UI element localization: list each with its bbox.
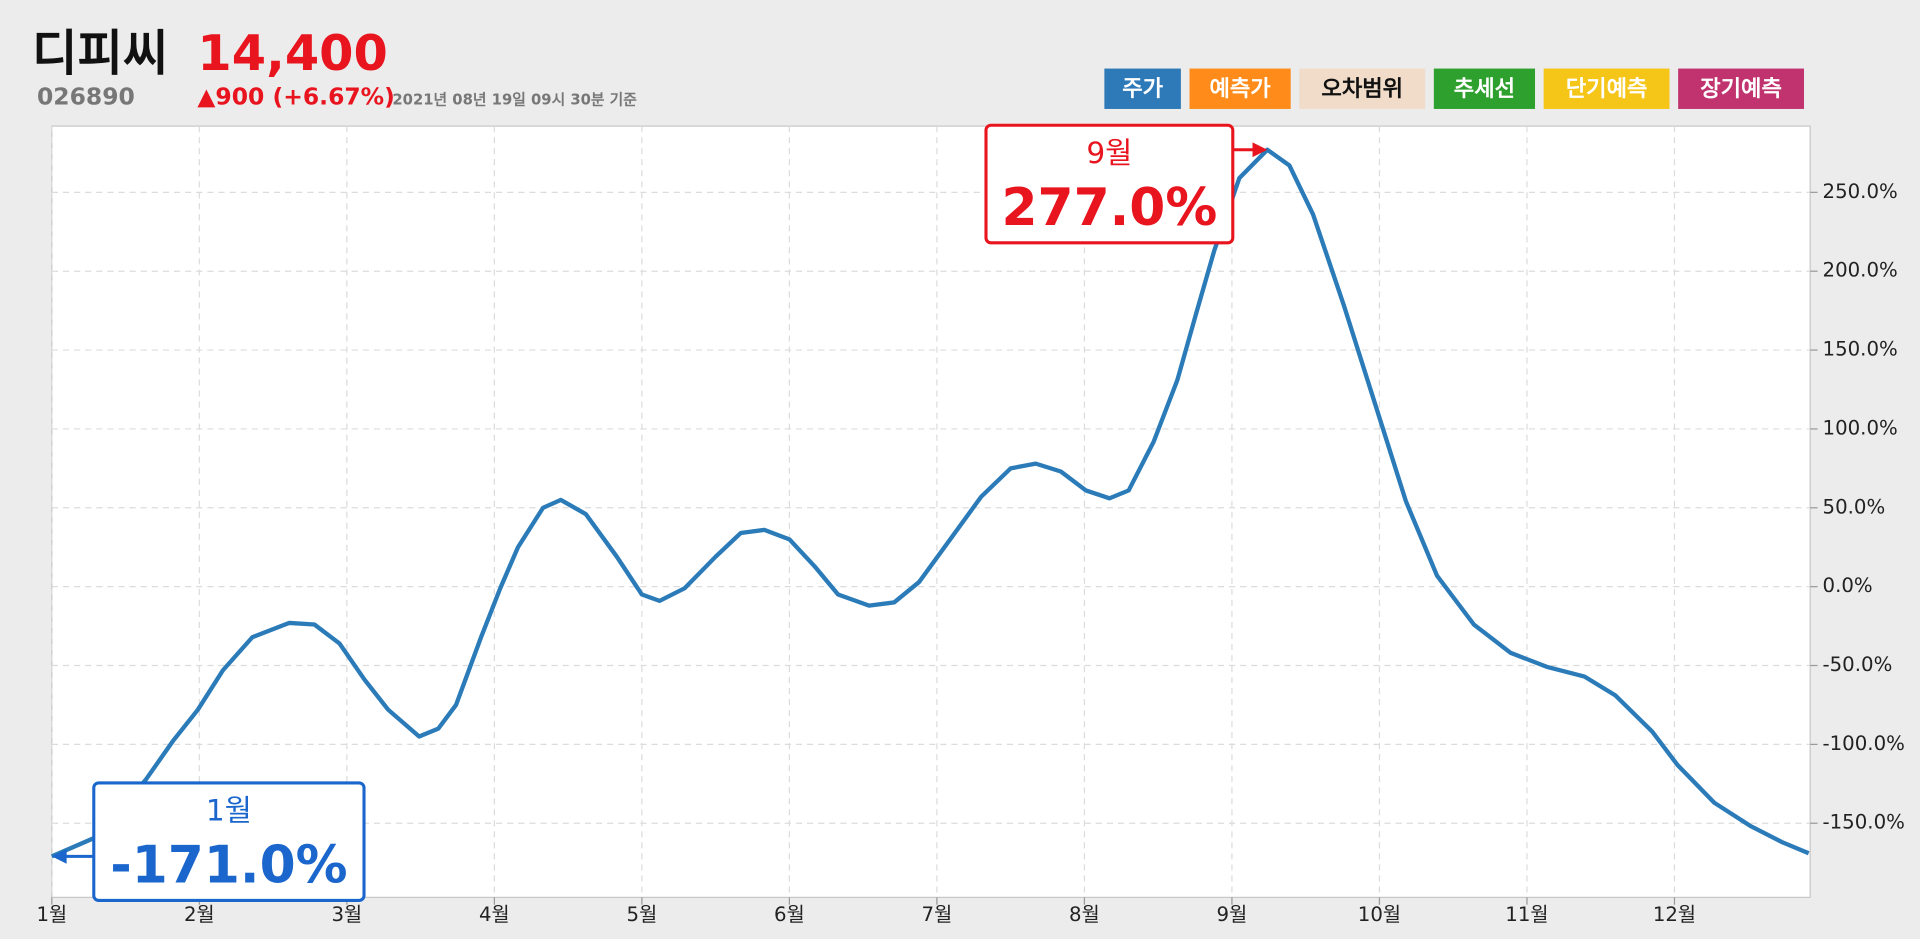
legend-button[interactable] [1104, 68, 1181, 109]
annotation-arrowhead [51, 849, 67, 864]
price-line [50, 147, 1810, 859]
legend-button[interactable] [1189, 68, 1291, 109]
x-tick-label: 10월 [1358, 903, 1401, 926]
stock-price: 14,400 [197, 24, 387, 82]
y-tick-label: -100.0% [1823, 732, 1905, 755]
y-tick-label: 100.0% [1823, 416, 1898, 439]
x-tick-label: 2월 [184, 903, 215, 926]
legend-button-label[interactable]: 오차범위 [1321, 76, 1403, 102]
x-tick-label: 3월 [331, 903, 362, 926]
price-change: ▲900 (+6.67%) [197, 83, 394, 111]
x-tick-label: 1월 [36, 903, 67, 926]
annotation-box [92, 781, 366, 902]
legend-button[interactable] [1433, 68, 1536, 109]
y-tick-label: 250.0% [1823, 180, 1898, 203]
legend-button[interactable] [1299, 68, 1426, 109]
annotation-label: 9월 [1086, 136, 1132, 170]
annotation-arrowhead [1252, 142, 1268, 158]
y-tick-label: 50.0% [1823, 495, 1886, 518]
legend-button-label[interactable]: 장기예측 [1700, 76, 1782, 102]
timestamp: 2021년 08년 19일 09시 30분 기준 [392, 91, 637, 108]
legend-button-label[interactable]: 단기예측 [1566, 76, 1648, 102]
legend-button-label[interactable]: 추세선 [1454, 76, 1515, 102]
annotation-value: -171.0% [110, 836, 347, 896]
legend-button-label[interactable]: 주가 [1122, 76, 1164, 102]
plot-area [51, 125, 1811, 898]
legend-button[interactable] [1678, 68, 1805, 109]
x-tick-label: 5월 [627, 903, 658, 926]
annotation-label: 1월 [206, 794, 252, 828]
annotation-value: 277.0% [1001, 178, 1217, 238]
x-tick-label: 6월 [774, 903, 805, 926]
x-tick-label: 11월 [1505, 903, 1548, 926]
legend-button[interactable] [1543, 68, 1670, 109]
x-tick-label: 4월 [479, 903, 510, 926]
x-tick-label: 12월 [1653, 903, 1696, 926]
y-tick-label: 0.0% [1823, 574, 1873, 597]
stock-code: 026890 [37, 83, 135, 111]
legend-button-label[interactable]: 예측가 [1209, 76, 1271, 102]
annotation-box [984, 123, 1235, 245]
x-tick-label: 9월 [1217, 903, 1248, 926]
y-tick-label: 150.0% [1823, 338, 1898, 361]
y-tick-label: 200.0% [1823, 259, 1898, 282]
stock-name: 디피씨 [32, 24, 168, 82]
y-tick-label: -50.0% [1823, 653, 1893, 676]
y-tick-label: -150.0% [1823, 811, 1905, 834]
x-tick-label: 8월 [1069, 903, 1100, 926]
x-tick-label: 7월 [922, 903, 953, 926]
